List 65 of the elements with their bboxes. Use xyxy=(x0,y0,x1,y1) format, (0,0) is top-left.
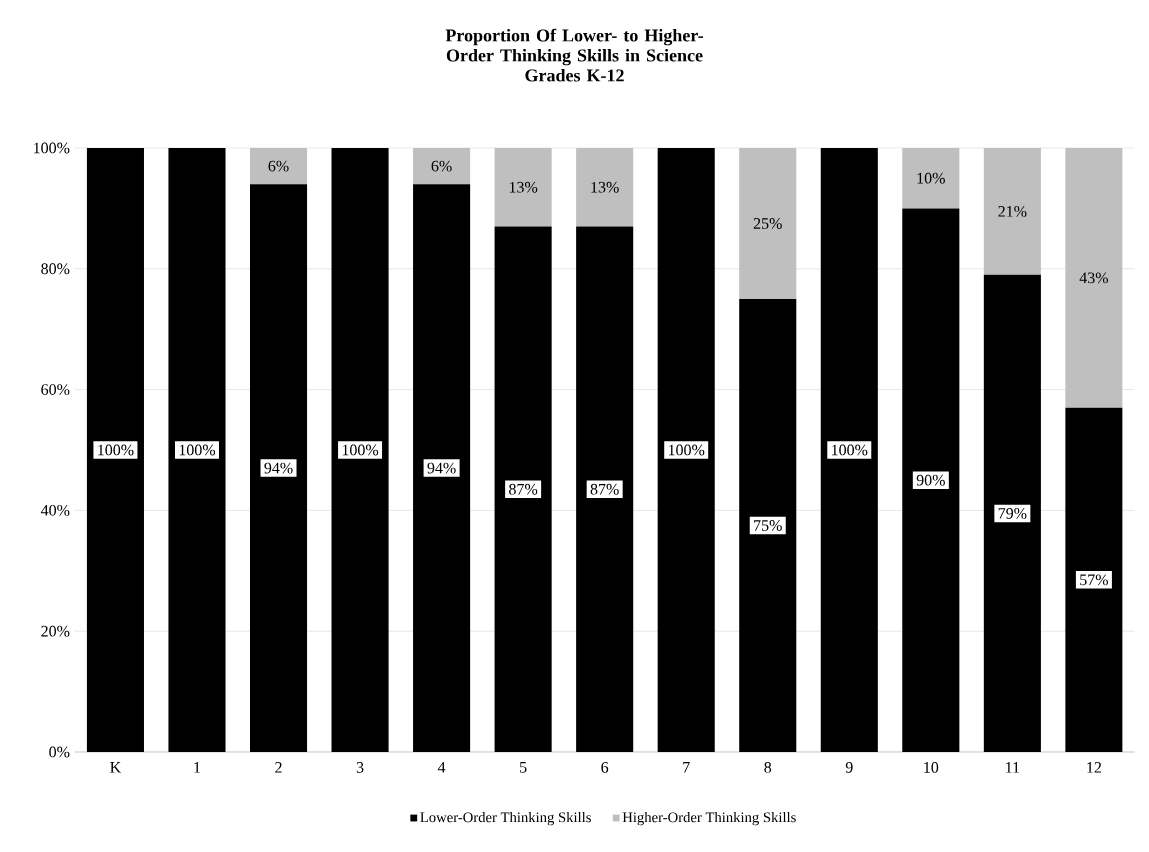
y-tick-label: 20% xyxy=(41,625,70,637)
data-label: 57% xyxy=(1080,574,1109,586)
x-tick-label: 9 xyxy=(845,762,853,773)
x-tick-label: 11 xyxy=(1006,762,1020,773)
data-label: 10% xyxy=(917,172,945,184)
bar xyxy=(1065,407,1123,752)
bar xyxy=(657,147,715,752)
x-tick-label: 8 xyxy=(764,762,772,773)
bar xyxy=(983,147,1041,275)
bar xyxy=(331,147,389,752)
bar xyxy=(983,274,1041,752)
bar xyxy=(739,298,797,752)
x-tick-label: 1 xyxy=(194,762,201,773)
data-label: 100% xyxy=(179,444,216,456)
chart-subtitle: Grades K-12 xyxy=(525,68,624,82)
y-tick-label: 0% xyxy=(49,746,70,758)
bar xyxy=(413,147,471,185)
x-tick-label: 7 xyxy=(683,762,690,773)
y-tick-label: 100% xyxy=(34,142,70,154)
x-tick-label: 2 xyxy=(275,762,282,773)
bar xyxy=(739,147,797,299)
legend-label: Lower-Order Thinking Skills xyxy=(420,811,591,826)
data-label: 100% xyxy=(832,444,868,456)
chart-title: Proportion Of Lower- to Higher-Order Thinking Skills in Science xyxy=(445,28,704,66)
x-tick-label: 3 xyxy=(356,762,364,773)
y-tick-label: 40% xyxy=(40,504,70,516)
y-tick-label: 60% xyxy=(41,384,70,396)
x-tick-label: 10 xyxy=(924,762,939,773)
data-label: 25% xyxy=(753,218,782,229)
bar xyxy=(820,147,878,752)
data-label: 6% xyxy=(431,160,452,172)
data-label: 94% xyxy=(264,462,293,474)
data-label: 100% xyxy=(668,444,705,456)
x-tick-label: 4 xyxy=(437,762,446,773)
data-label: 13% xyxy=(509,181,538,193)
data-label: 87% xyxy=(509,483,538,495)
x-tick-label: 5 xyxy=(520,762,527,773)
bar xyxy=(249,147,308,185)
bar xyxy=(86,147,144,752)
data-label: 100% xyxy=(98,444,134,456)
data-label: 94% xyxy=(427,462,456,474)
data-label: 6% xyxy=(268,160,289,172)
x-tick-label: 6 xyxy=(601,762,609,773)
x-tick-label: 12 xyxy=(1087,762,1102,773)
bar xyxy=(494,147,552,227)
data-label: 75% xyxy=(754,520,782,531)
bar xyxy=(168,147,226,752)
bar xyxy=(1065,147,1123,408)
y-tick-label: 80% xyxy=(41,263,70,275)
bar xyxy=(902,208,960,752)
data-label: 79% xyxy=(998,507,1027,519)
bar xyxy=(576,147,634,227)
data-label: 43% xyxy=(1079,272,1109,284)
legend-label: Higher-Order Thinking Skills xyxy=(622,811,796,826)
bar xyxy=(902,147,960,209)
x-tick-label: K xyxy=(110,762,122,773)
data-label: 13% xyxy=(591,181,619,193)
bar xyxy=(494,226,552,752)
bar xyxy=(249,184,308,752)
data-label: 87% xyxy=(590,483,619,495)
bar xyxy=(413,184,471,752)
bar xyxy=(576,226,634,752)
data-label: 90% xyxy=(916,474,945,486)
data-label: 100% xyxy=(342,444,379,456)
data-label: 21% xyxy=(998,205,1027,217)
